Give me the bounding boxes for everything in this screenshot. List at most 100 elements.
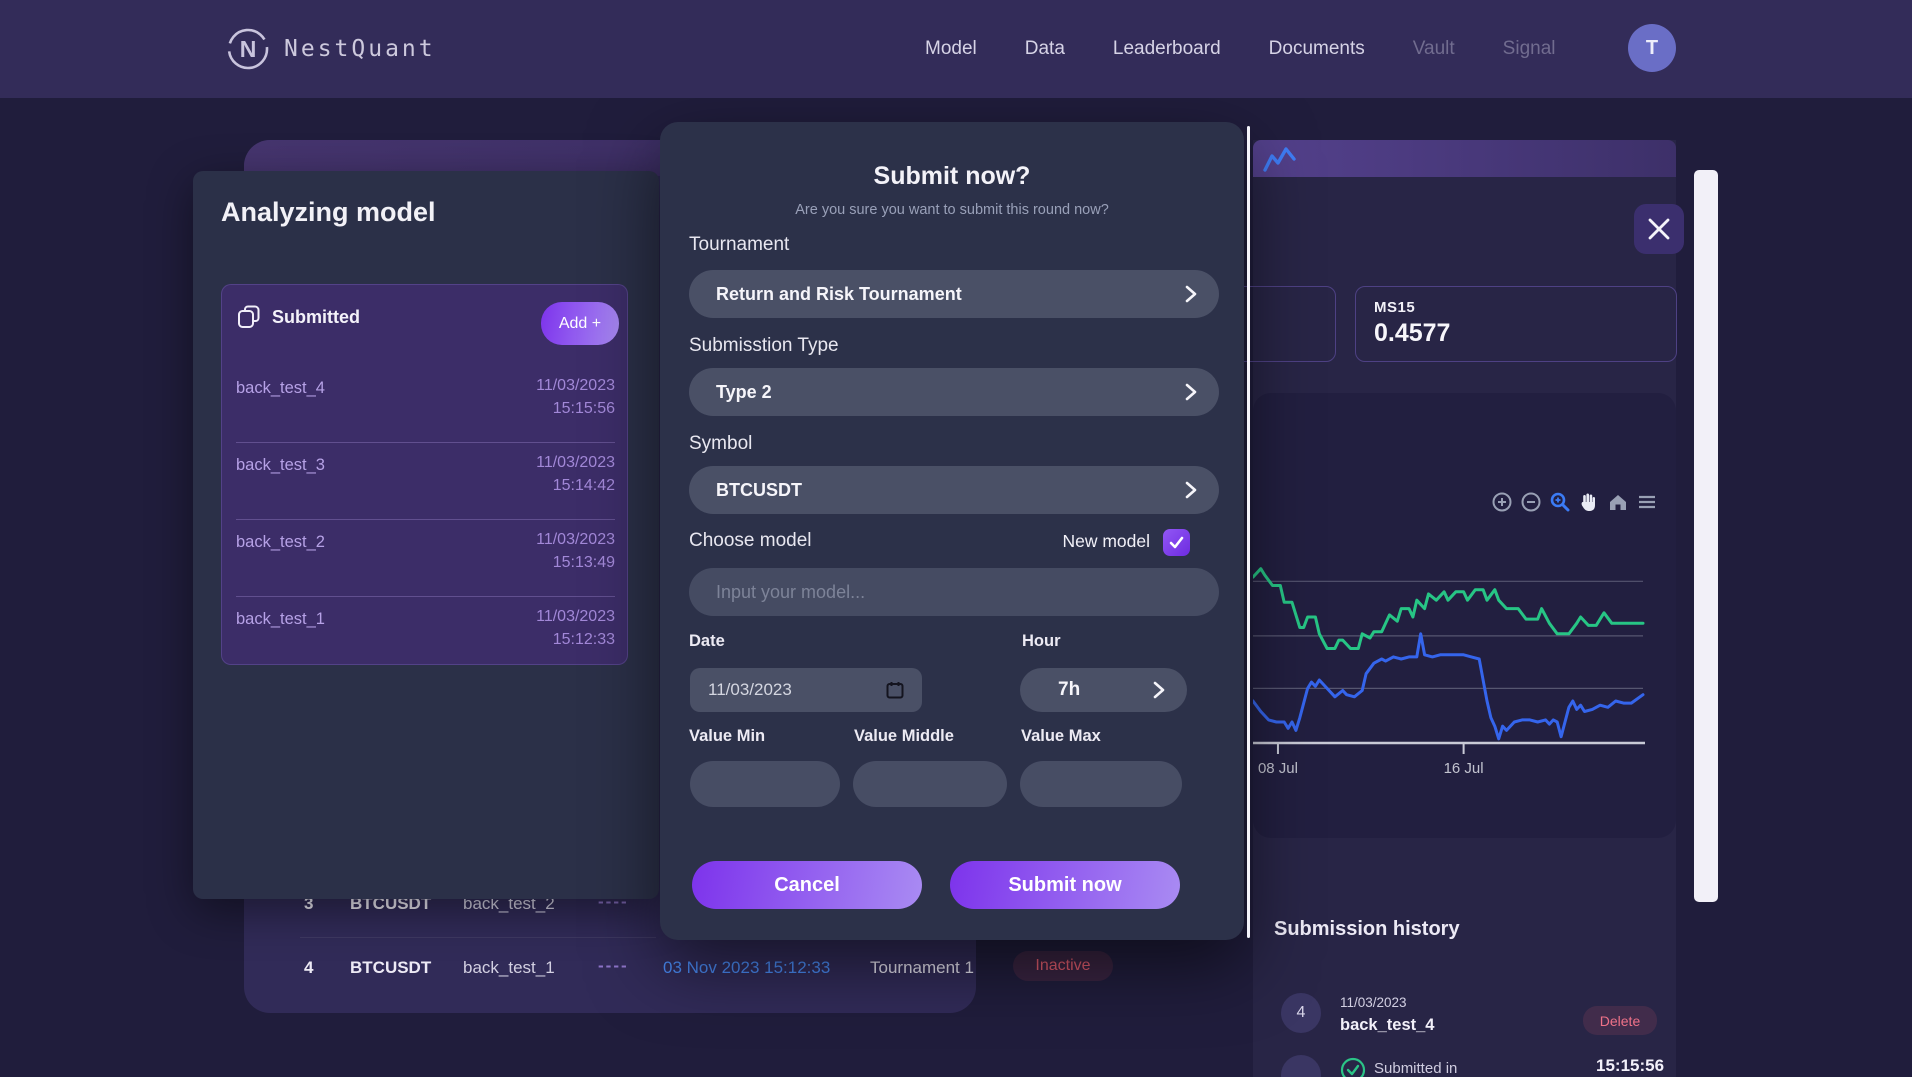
- chart-toolbar: [1491, 491, 1658, 513]
- stat-label: MS15: [1374, 299, 1416, 316]
- history-row[interactable]: 4 11/03/2023 back_test_4 Delete: [1281, 993, 1681, 1053]
- menu-icon[interactable]: [1636, 491, 1658, 513]
- row-dashes: ----: [598, 956, 629, 975]
- model-datetime: 11/03/2023 15:13:49: [536, 531, 615, 571]
- list-item[interactable]: back_test_1 11/03/2023 15:12:33: [222, 597, 627, 664]
- nav-item-vault[interactable]: Vault: [1412, 38, 1455, 59]
- close-icon: [1648, 218, 1670, 240]
- page-scrollbar[interactable]: [1694, 170, 1718, 902]
- modal-scrollbar[interactable]: [1247, 126, 1250, 938]
- series-blue: [1253, 632, 1645, 741]
- hour-select[interactable]: 7h: [1020, 668, 1187, 712]
- hour-label: Hour: [1022, 632, 1061, 650]
- row-divider: [300, 937, 656, 938]
- value-max-input[interactable]: [1020, 761, 1182, 807]
- history-row-name: back_test_4: [1340, 1016, 1435, 1034]
- zoom-select-icon[interactable]: [1549, 491, 1571, 513]
- pan-hand-icon[interactable]: [1578, 491, 1600, 513]
- submit-now-button[interactable]: Submit now: [950, 861, 1180, 909]
- submission-type-value: Type 2: [716, 381, 772, 402]
- analyzing-model-panel: Analyzing model Submitted Add + back_tes…: [193, 171, 659, 899]
- x-tick-label: 16 Jul: [1444, 760, 1484, 777]
- panel-title: Analyzing model: [221, 197, 436, 227]
- stat-value: 0.4577: [1374, 319, 1451, 347]
- nav-links: Model Data Leaderboard Documents Vault S…: [925, 0, 1556, 98]
- model-name: back_test_2: [236, 533, 325, 551]
- series-green: [1253, 567, 1645, 650]
- brand-name[interactable]: NestQuant: [284, 36, 436, 62]
- performance-chart-card: 08 Jul 16 Jul: [1253, 393, 1676, 838]
- row-name: back_test_1: [463, 958, 555, 977]
- history-row[interactable]: Submitted in 15:15:56: [1281, 1055, 1681, 1077]
- submission-type-select[interactable]: Type 2: [689, 368, 1219, 416]
- mini-chart-glyph: [1263, 147, 1296, 172]
- list-item[interactable]: back_test_2 11/03/2023 15:13:49: [222, 520, 627, 597]
- list-divider: [236, 519, 615, 520]
- calendar-icon: [886, 682, 904, 699]
- history-row-time: 15:15:56: [1596, 1056, 1665, 1075]
- check-icon: [1169, 536, 1184, 549]
- model-name-input[interactable]: [689, 568, 1219, 616]
- user-avatar[interactable]: T: [1628, 24, 1676, 72]
- status-badge: Inactive: [1013, 951, 1113, 981]
- list-divider: [236, 442, 615, 443]
- home-icon[interactable]: [1607, 491, 1629, 513]
- choose-model-label: Choose model: [689, 530, 812, 551]
- history-row-number: 4: [1281, 993, 1321, 1033]
- list-divider: [236, 596, 615, 597]
- check-circle-icon: [1340, 1057, 1366, 1077]
- row-symbol: BTCUSDT: [350, 958, 432, 977]
- tournament-label: Tournament: [689, 234, 790, 255]
- nav-item-documents[interactable]: Documents: [1268, 38, 1365, 59]
- nav-item-model[interactable]: Model: [925, 38, 977, 59]
- nestquant-logo[interactable]: N: [226, 27, 270, 71]
- value-middle-label: Value Middle: [854, 727, 954, 745]
- value-max-label: Value Max: [1021, 727, 1101, 745]
- value-middle-input[interactable]: [853, 761, 1007, 807]
- tournament-value: Return and Risk Tournament: [716, 283, 962, 304]
- model-datetime: 11/03/2023 15:15:56: [536, 377, 615, 417]
- submitted-label: Submitted: [272, 307, 360, 327]
- new-model-checkbox[interactable]: [1163, 529, 1190, 556]
- close-button[interactable]: [1634, 204, 1684, 254]
- submitted-card: Submitted Add + back_test_4 11/03/2023 1…: [221, 284, 628, 665]
- model-name: back_test_4: [236, 379, 325, 397]
- model-datetime: 11/03/2023 15:12:33: [536, 608, 615, 648]
- row-number: 4: [304, 958, 314, 977]
- delete-button[interactable]: Delete: [1583, 1006, 1657, 1035]
- model-name: back_test_1: [236, 610, 325, 628]
- submission-type-label: Submisstion Type: [689, 335, 839, 356]
- nav-item-signal[interactable]: Signal: [1502, 38, 1556, 59]
- value-min-label: Value Min: [689, 727, 766, 745]
- chevron-right-icon: [1185, 285, 1197, 303]
- chevron-right-icon: [1153, 681, 1165, 699]
- nav-item-leaderboard[interactable]: Leaderboard: [1112, 38, 1221, 59]
- nav-item-data[interactable]: Data: [1024, 38, 1065, 59]
- line-chart: 08 Jul 16 Jul: [1253, 567, 1645, 777]
- new-model-label: New model: [1062, 531, 1150, 551]
- svg-text:N: N: [240, 36, 257, 62]
- value-min-input[interactable]: [690, 761, 840, 807]
- zoom-in-icon[interactable]: [1491, 491, 1513, 513]
- row-date: 03 Nov 2023 15:12:33: [663, 958, 831, 977]
- models-table: 3 BTCUSDT back_test_2 ---- 4 BTCUSDT bac…: [300, 880, 1220, 1010]
- x-tick-label: 08 Jul: [1258, 760, 1298, 777]
- date-input[interactable]: 11/03/2023: [690, 668, 922, 712]
- row-tournament: Tournament 1: [870, 958, 974, 977]
- submit-modal: Submit now? Are you sure you want to sub…: [660, 122, 1244, 940]
- stat-card-ms15: MS15 0.4577: [1355, 286, 1677, 362]
- row-number: 3: [304, 894, 314, 913]
- cancel-button[interactable]: Cancel: [692, 861, 922, 909]
- add-button[interactable]: Add +: [541, 302, 619, 345]
- detail-panel-header-band: [1253, 140, 1676, 177]
- submission-history-title: Submission history: [1274, 918, 1460, 940]
- tournament-select[interactable]: Return and Risk Tournament: [689, 270, 1219, 318]
- list-item[interactable]: back_test_4 11/03/2023 15:15:56: [222, 366, 627, 443]
- symbol-select[interactable]: BTCUSDT: [689, 466, 1219, 514]
- zoom-out-icon[interactable]: [1520, 491, 1542, 513]
- symbol-label: Symbol: [689, 433, 753, 454]
- chevron-right-icon: [1185, 383, 1197, 401]
- list-item[interactable]: back_test_3 11/03/2023 15:14:42: [222, 443, 627, 520]
- modal-subtitle: Are you sure you want to submit this rou…: [795, 202, 1109, 218]
